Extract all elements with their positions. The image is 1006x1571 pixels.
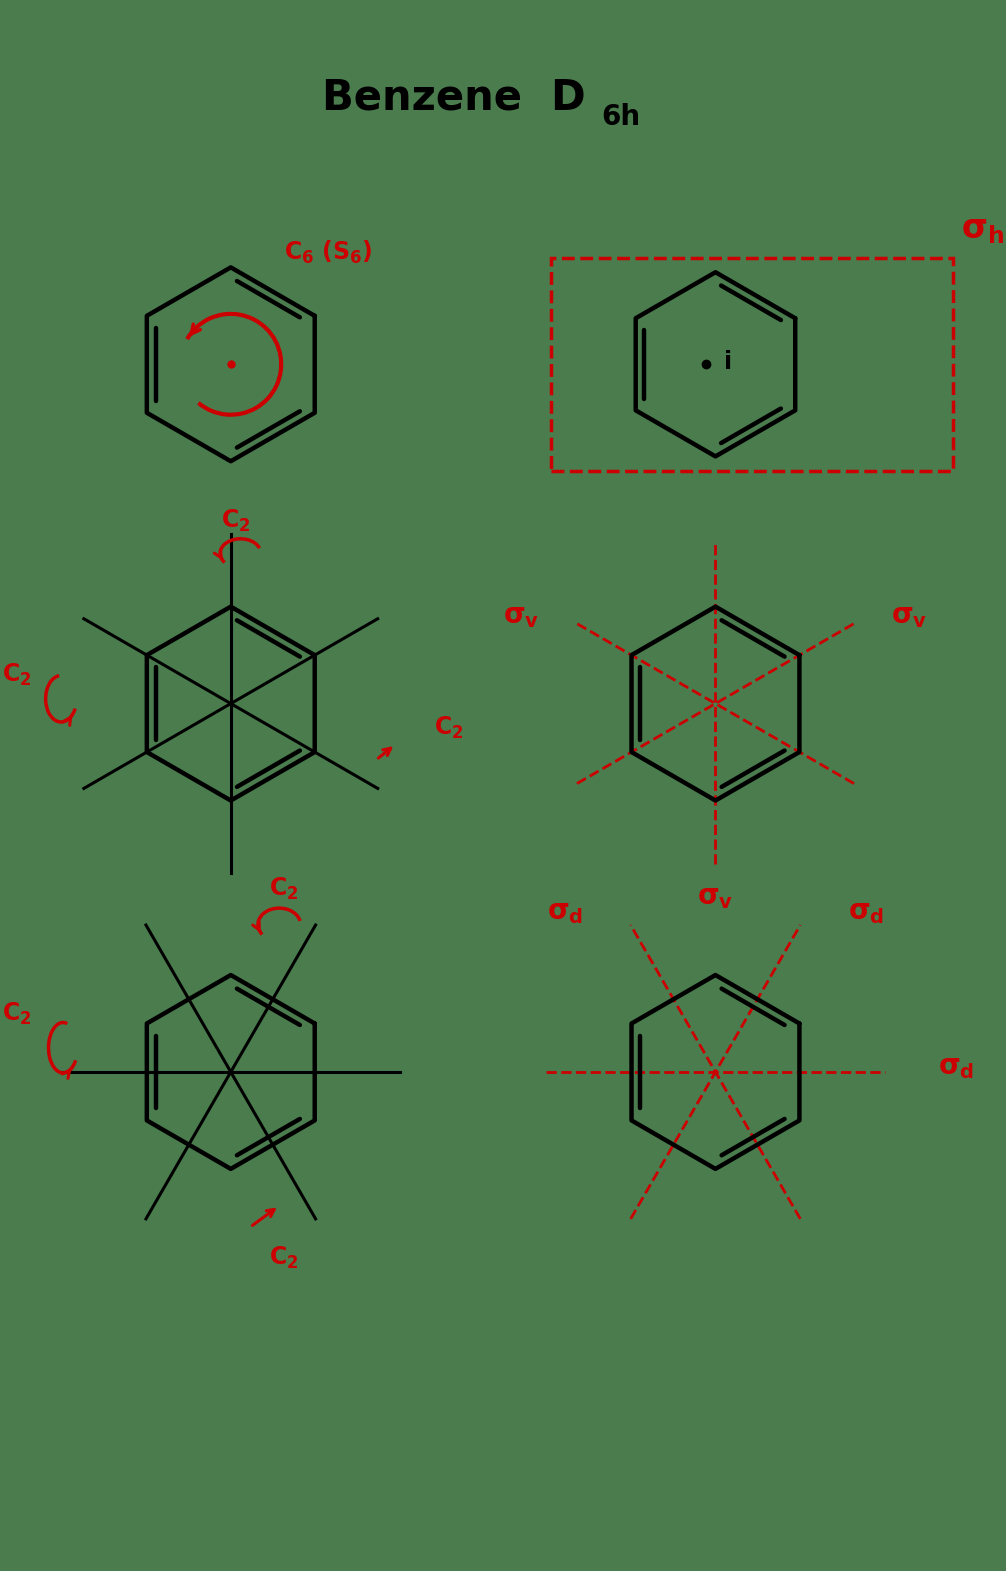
Text: $\mathbf{C_6\ (S_6)}$: $\mathbf{C_6\ (S_6)}$ <box>284 239 372 267</box>
Text: $\mathbf{\sigma_v}$: $\mathbf{\sigma_v}$ <box>503 602 540 630</box>
Text: $\mathbf{\sigma_d}$: $\mathbf{\sigma_d}$ <box>939 1053 975 1081</box>
Text: $\mathbf{C_2}$: $\mathbf{C_2}$ <box>221 507 250 534</box>
Text: $\mathbf{C_2}$: $\mathbf{C_2}$ <box>2 661 32 688</box>
Text: $\mathbf{\sigma_h}$: $\mathbf{\sigma_h}$ <box>961 214 1004 247</box>
Text: $\mathbf{C_2}$: $\mathbf{C_2}$ <box>435 715 464 742</box>
Text: $\mathbf{\sigma_d}$: $\mathbf{\sigma_d}$ <box>848 899 884 925</box>
Text: $\mathbf{\sigma_v}$: $\mathbf{\sigma_v}$ <box>697 883 733 911</box>
Text: $\mathbf{\sigma_v}$: $\mathbf{\sigma_v}$ <box>891 602 928 630</box>
Text: 6h: 6h <box>601 104 640 130</box>
Text: $\mathbf{\sigma_d}$: $\mathbf{\sigma_d}$ <box>547 899 583 925</box>
Text: Benzene  D: Benzene D <box>322 77 585 119</box>
Text: $\mathbf{i}$: $\mathbf{i}$ <box>723 350 731 374</box>
Text: $\mathbf{C_2}$: $\mathbf{C_2}$ <box>270 877 299 902</box>
Text: $\mathbf{C_2}$: $\mathbf{C_2}$ <box>270 1244 299 1271</box>
Text: $\mathbf{C_2}$: $\mathbf{C_2}$ <box>2 1001 32 1027</box>
Bar <box>550 258 953 471</box>
